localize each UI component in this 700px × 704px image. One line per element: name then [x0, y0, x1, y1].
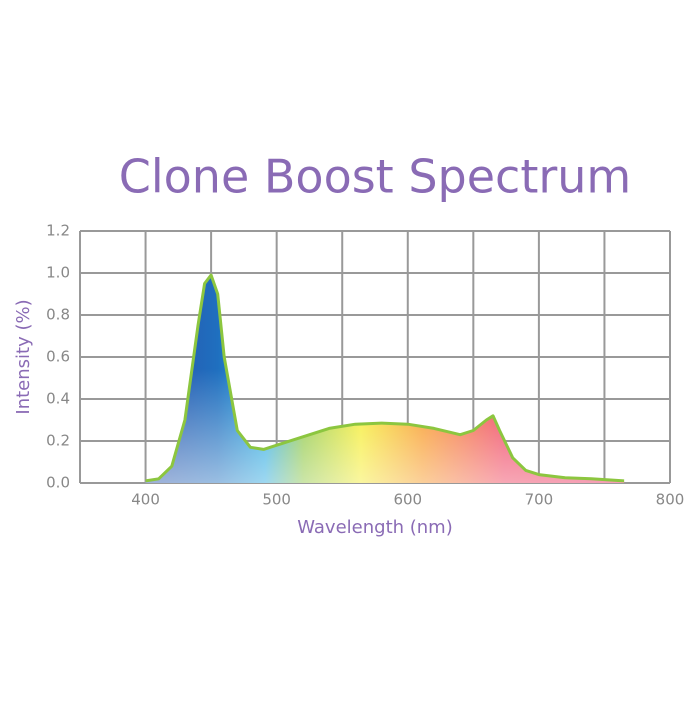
y-tick-label: 0.6: [46, 348, 70, 366]
area-fade: [145, 275, 625, 483]
x-tick-label: 600: [393, 491, 422, 509]
y-tick-label: 1.2: [46, 222, 70, 240]
x-tick-label: 700: [525, 491, 554, 509]
spectrum-line: [145, 273, 625, 483]
x-tick-label: 800: [656, 491, 685, 509]
x-tick-label: 500: [262, 491, 291, 509]
y-tick-label: 0.2: [46, 432, 70, 450]
y-axis-label: Intensity (%): [13, 299, 34, 414]
x-axis-label: Wavelength (nm): [297, 517, 453, 538]
x-tick-label: 400: [131, 491, 160, 509]
y-tick-label: 0.4: [46, 390, 70, 408]
y-tick-label: 0.8: [46, 306, 70, 324]
y-tick-label: 1.0: [46, 264, 70, 282]
y-tick-label: 0.0: [46, 474, 70, 492]
chart-title: Clone Boost Spectrum: [119, 150, 632, 204]
